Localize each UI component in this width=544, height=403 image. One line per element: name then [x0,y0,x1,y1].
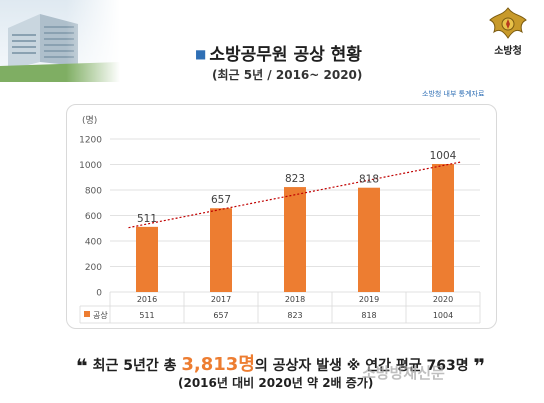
emblem-label: 소방청 [494,46,522,57]
summary-subline: (2016년 대비 2020년 약 2배 증가) [178,376,374,390]
x-tick-label: 2017 [211,295,231,304]
table-cell-value: 818 [361,311,376,320]
y-tick-label: 600 [85,212,102,222]
y-unit-label: (명) [82,115,97,126]
y-tick-label: 800 [85,187,102,197]
table-cell-value: 657 [213,311,228,320]
legend-swatch [84,311,90,317]
summary-pre: 최근 5년간 총 [87,358,182,374]
x-tick-label: 2018 [285,295,305,304]
summary-line: ❝ 최근 5년간 총 3,813명의 공상자 발생 ※ 연간 평균 763명 ❞ [76,350,485,378]
fire-agency-emblem: 소방청 [484,6,532,57]
source-note: 소방청 내부 통계자료 [422,90,485,98]
legend-series-name: 공상 [93,310,108,320]
y-tick-label: 0 [96,289,102,299]
x-tick-label: 2016 [137,295,157,304]
close-quote-icon: ❞ [473,354,486,378]
watermark: 소방방재신문 [362,364,445,382]
data-label: 1004 [430,150,457,162]
data-label: 657 [211,194,231,206]
page-subtitle: (최근 5년 / 2016~ 2020) [212,68,363,82]
table-cell-value: 1004 [433,311,453,320]
title-bullet-icon: ■ [195,47,207,61]
building-photo [0,0,120,82]
bar-2017 [210,208,232,292]
table-cell-value: 823 [287,311,302,320]
data-label: 511 [137,213,157,225]
data-label: 818 [359,174,379,186]
summary-total: 3,813명 [181,354,255,375]
y-tick-label: 400 [85,238,102,248]
bar-2018 [284,187,306,292]
y-tick-label: 1200 [79,136,102,146]
bar-2016 [136,226,158,292]
y-tick-label: 200 [85,263,102,273]
data-label: 823 [285,173,305,185]
page-title: ■ 소방공무원 공상 현황 [195,40,362,65]
emblem-icon [489,7,527,39]
bar-2019 [358,187,380,292]
bar-2020 [432,163,454,292]
summary-post: 의 공상자 발생 ※ 연간 평균 763명 [254,358,469,374]
trendline [128,161,462,229]
y-tick-label: 1000 [79,161,102,171]
x-tick-label: 2019 [359,295,379,304]
table-cell-value: 511 [139,311,154,320]
open-quote-icon: ❝ [76,354,88,378]
title-text: 소방공무원 공상 현황 [209,45,362,65]
x-tick-label: 2020 [433,295,453,304]
